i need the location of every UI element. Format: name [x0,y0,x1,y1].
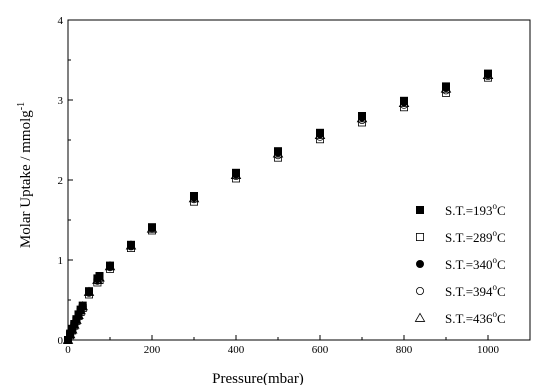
legend-label: S.T.=340oC [445,255,506,272]
series-2 [64,73,492,344]
legend-label-name: S.T.=340 [445,257,493,272]
data-points [62,69,494,344]
data-point [71,314,82,324]
legend-label-degree: o [493,309,498,319]
legend: S.T.=193oCS.T.=289oCS.T.=340oCS.T.=394oC… [414,201,506,326]
y-tick-label: 1 [58,255,64,267]
x-tick-label: 200 [144,344,161,356]
legend-label-name: S.T.=436 [445,311,493,326]
legend-item: S.T.=436oC [414,309,506,326]
data-point [272,148,284,158]
series-5 [62,69,494,344]
legend-label: S.T.=289oC [445,228,506,245]
x-tick-label: 1000 [477,344,500,356]
legend-item: S.T.=193oC [415,201,506,218]
legend-item: S.T.=289oC [415,228,506,245]
data-point [92,274,103,284]
legend-label-name: S.T.=394 [445,284,493,299]
data-point [69,319,80,329]
legend-label: S.T.=193oC [445,201,506,218]
x-tick-label: 0 [65,344,71,356]
y-tick-label: 2 [58,175,64,187]
data-point [483,72,492,81]
y-axis: 0 1 2 3 4 [58,15,73,347]
data-point [78,303,87,312]
legend-label-unit: C [497,284,506,299]
data-point [66,324,78,334]
data-point [125,240,137,250]
data-point [482,69,494,80]
data-point [64,328,76,339]
x-axis: 0 200 400 600 800 1000 [65,335,500,356]
legend-label-unit: C [497,203,506,218]
legend-label: S.T.=394oC [445,282,506,299]
data-point [146,223,158,233]
data-point [230,169,242,180]
legend-label-name: S.T.=193 [445,203,493,218]
y-tick-label: 3 [58,95,64,107]
y-axis-title-main: Molar Uptake / mmolg [18,110,34,248]
data-point [104,260,116,271]
legend-label-degree: o [493,282,498,292]
legend-marker [415,232,424,241]
y-tick-label: 4 [58,15,64,27]
data-point [85,288,94,297]
data-point [188,192,200,203]
y-axis-title: Molar Uptake / mmolg-1 [16,102,34,248]
data-point [94,272,105,282]
legend-marker [415,259,424,268]
x-axis-title: Pressure(mbar) [212,371,304,385]
data-point [106,263,115,272]
data-point [231,171,240,180]
series-1 [64,69,492,344]
series-3 [64,70,492,344]
legend-label: S.T.=436oC [445,309,506,326]
legend-label-unit: C [497,311,506,326]
y-tick-label: 0 [58,335,64,347]
x-tick-label: 600 [312,344,329,356]
x-tick-label: 800 [396,344,413,356]
legend-label-degree: o [493,255,498,265]
legend-label-unit: C [497,257,506,272]
data-point [314,129,326,140]
data-point [62,334,74,344]
legend-item: S.T.=340oC [415,255,506,272]
y-axis-title-superscript: -1 [16,102,27,110]
legend-label-degree: o [493,228,498,238]
data-point [356,112,368,123]
legend-marker [415,205,424,214]
legend-item: S.T.=394oC [415,282,506,299]
legend-label-unit: C [497,230,506,245]
legend-label-degree: o [493,201,498,211]
series-4 [64,72,492,344]
legend-marker [415,286,424,295]
data-point [127,242,136,251]
data-point [77,300,88,311]
data-point [189,195,198,204]
x-tick-label: 400 [228,344,245,356]
data-point [73,309,84,320]
data-point [83,286,95,296]
data-point [398,97,410,108]
legend-marker [414,312,426,322]
data-point [440,83,452,93]
legend-label-name: S.T.=289 [445,230,493,245]
